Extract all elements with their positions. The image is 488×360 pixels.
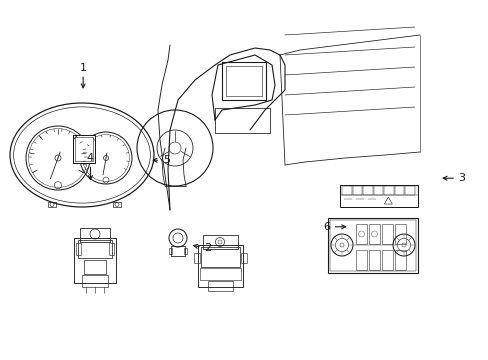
Circle shape [339, 243, 343, 247]
Bar [381, 250, 392, 270]
Bar [384, 186, 393, 195]
Bar [76, 243, 81, 255]
Bar [394, 186, 404, 195]
Bar [368, 224, 379, 244]
Bar [327, 218, 417, 273]
Bar [84, 260, 106, 274]
Bar [194, 253, 200, 263]
Text: 6: 6 [323, 222, 329, 232]
Bar [198, 245, 243, 287]
Bar [363, 186, 372, 195]
Bar [201, 247, 240, 267]
Bar [352, 186, 362, 195]
Bar [207, 281, 232, 291]
Circle shape [401, 243, 405, 247]
Bar [215, 108, 269, 133]
Bar [381, 224, 392, 244]
Bar [171, 246, 184, 256]
Bar [405, 186, 414, 195]
Bar [80, 228, 110, 242]
Bar [183, 248, 186, 254]
Bar [75, 137, 93, 161]
Bar [82, 275, 108, 287]
Bar [48, 202, 56, 207]
Bar [78, 240, 112, 258]
Bar [200, 268, 241, 280]
Bar [109, 243, 114, 255]
Bar [222, 62, 265, 100]
Bar [394, 250, 405, 270]
Bar [113, 202, 121, 207]
Text: 2: 2 [204, 243, 211, 253]
Bar [339, 185, 417, 207]
Bar [73, 135, 95, 163]
Bar [341, 186, 351, 195]
Bar [203, 235, 238, 249]
Bar [394, 224, 405, 244]
Bar [169, 248, 172, 254]
Bar [373, 186, 383, 195]
Text: 3: 3 [458, 173, 465, 183]
Bar [329, 220, 415, 271]
Bar [355, 224, 366, 244]
Text: 1: 1 [80, 63, 86, 73]
Bar [368, 250, 379, 270]
Text: 4: 4 [87, 153, 94, 163]
Bar [74, 238, 116, 283]
Text: 5: 5 [163, 155, 169, 165]
Bar [225, 66, 262, 96]
Bar [241, 253, 246, 263]
Bar [355, 250, 366, 270]
